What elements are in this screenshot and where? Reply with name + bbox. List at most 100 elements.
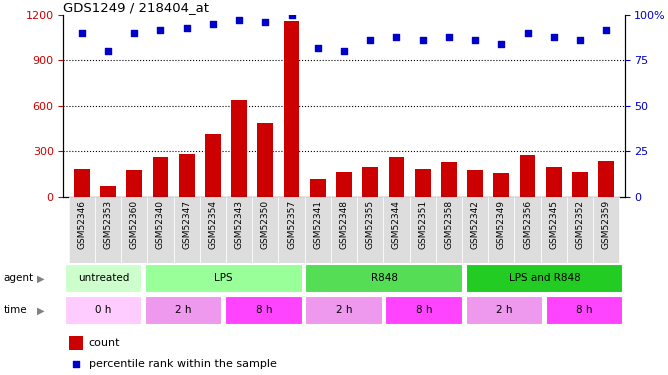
Text: LPS: LPS: [214, 273, 233, 284]
Text: GSM52353: GSM52353: [104, 200, 112, 249]
Text: ▶: ▶: [37, 273, 44, 284]
Bar: [100, 186, 116, 197]
Text: GSM52340: GSM52340: [156, 200, 165, 249]
Text: GSM52354: GSM52354: [208, 200, 217, 249]
Bar: [305, 264, 463, 293]
Bar: [389, 157, 404, 197]
Bar: [357, 197, 383, 262]
Bar: [305, 197, 331, 262]
Point: [391, 34, 402, 40]
Text: GSM52358: GSM52358: [444, 200, 454, 249]
Bar: [65, 296, 142, 325]
Bar: [415, 169, 431, 197]
Text: 2 h: 2 h: [496, 305, 512, 315]
Bar: [514, 197, 540, 262]
Bar: [226, 197, 253, 262]
Text: GSM52341: GSM52341: [313, 200, 322, 249]
Bar: [74, 169, 90, 197]
Text: GSM52347: GSM52347: [182, 200, 191, 249]
Bar: [520, 155, 536, 197]
Bar: [331, 197, 357, 262]
Bar: [540, 197, 567, 262]
Bar: [126, 170, 142, 197]
Point: [103, 48, 114, 54]
Text: 8 h: 8 h: [576, 305, 593, 315]
Text: untreated: untreated: [78, 273, 129, 284]
Text: GSM52345: GSM52345: [549, 200, 558, 249]
Point: [313, 45, 323, 51]
Point: [548, 34, 559, 40]
Point: [470, 38, 480, 44]
Bar: [145, 296, 222, 325]
Text: 2 h: 2 h: [176, 305, 192, 315]
Bar: [383, 197, 409, 262]
Point: [260, 19, 271, 25]
Bar: [436, 197, 462, 262]
Text: ▶: ▶: [37, 305, 44, 315]
Bar: [65, 264, 142, 293]
Bar: [572, 172, 588, 197]
Point: [522, 30, 533, 36]
Bar: [462, 197, 488, 262]
Text: agent: agent: [3, 273, 33, 284]
Text: GSM52351: GSM52351: [418, 200, 427, 249]
Bar: [253, 197, 279, 262]
Text: GSM52359: GSM52359: [602, 200, 611, 249]
Bar: [257, 123, 273, 197]
Point: [70, 361, 81, 367]
Bar: [205, 134, 221, 197]
Bar: [225, 296, 303, 325]
Point: [601, 27, 612, 33]
Text: R848: R848: [371, 273, 397, 284]
Bar: [494, 173, 509, 197]
Bar: [567, 197, 593, 262]
Point: [129, 30, 140, 36]
Text: 8 h: 8 h: [256, 305, 272, 315]
Text: GSM52346: GSM52346: [77, 200, 86, 249]
Bar: [174, 197, 200, 262]
Bar: [305, 296, 383, 325]
Text: GSM52352: GSM52352: [576, 200, 584, 249]
Text: GSM52343: GSM52343: [234, 200, 244, 249]
Bar: [69, 336, 83, 350]
Text: time: time: [3, 305, 27, 315]
Bar: [279, 197, 305, 262]
Text: GSM52349: GSM52349: [497, 200, 506, 249]
Text: percentile rank within the sample: percentile rank within the sample: [89, 359, 277, 369]
Bar: [441, 162, 457, 197]
Point: [365, 38, 375, 44]
Text: GDS1249 / 218404_at: GDS1249 / 218404_at: [63, 1, 210, 14]
Bar: [467, 170, 483, 197]
Bar: [179, 154, 194, 197]
Text: count: count: [89, 338, 120, 348]
Bar: [95, 197, 121, 262]
Text: GSM52360: GSM52360: [130, 200, 139, 249]
Point: [496, 41, 507, 47]
Text: 0 h: 0 h: [96, 305, 112, 315]
Bar: [152, 157, 168, 197]
Bar: [362, 167, 378, 197]
Bar: [284, 21, 299, 197]
Bar: [466, 296, 543, 325]
Bar: [148, 197, 174, 262]
Point: [286, 12, 297, 18]
Bar: [593, 197, 619, 262]
Point: [574, 38, 585, 44]
Point: [181, 25, 192, 31]
Text: LPS and R848: LPS and R848: [508, 273, 580, 284]
Bar: [409, 197, 436, 262]
Text: 2 h: 2 h: [336, 305, 352, 315]
Text: GSM52344: GSM52344: [392, 200, 401, 249]
Point: [234, 18, 244, 24]
Point: [208, 21, 218, 27]
Bar: [385, 296, 463, 325]
Bar: [546, 167, 562, 197]
Bar: [599, 160, 614, 197]
Text: GSM52350: GSM52350: [261, 200, 270, 249]
Bar: [466, 264, 623, 293]
Text: GSM52356: GSM52356: [523, 200, 532, 249]
Point: [339, 48, 349, 54]
Bar: [145, 264, 303, 293]
Bar: [69, 197, 95, 262]
Bar: [231, 100, 247, 197]
